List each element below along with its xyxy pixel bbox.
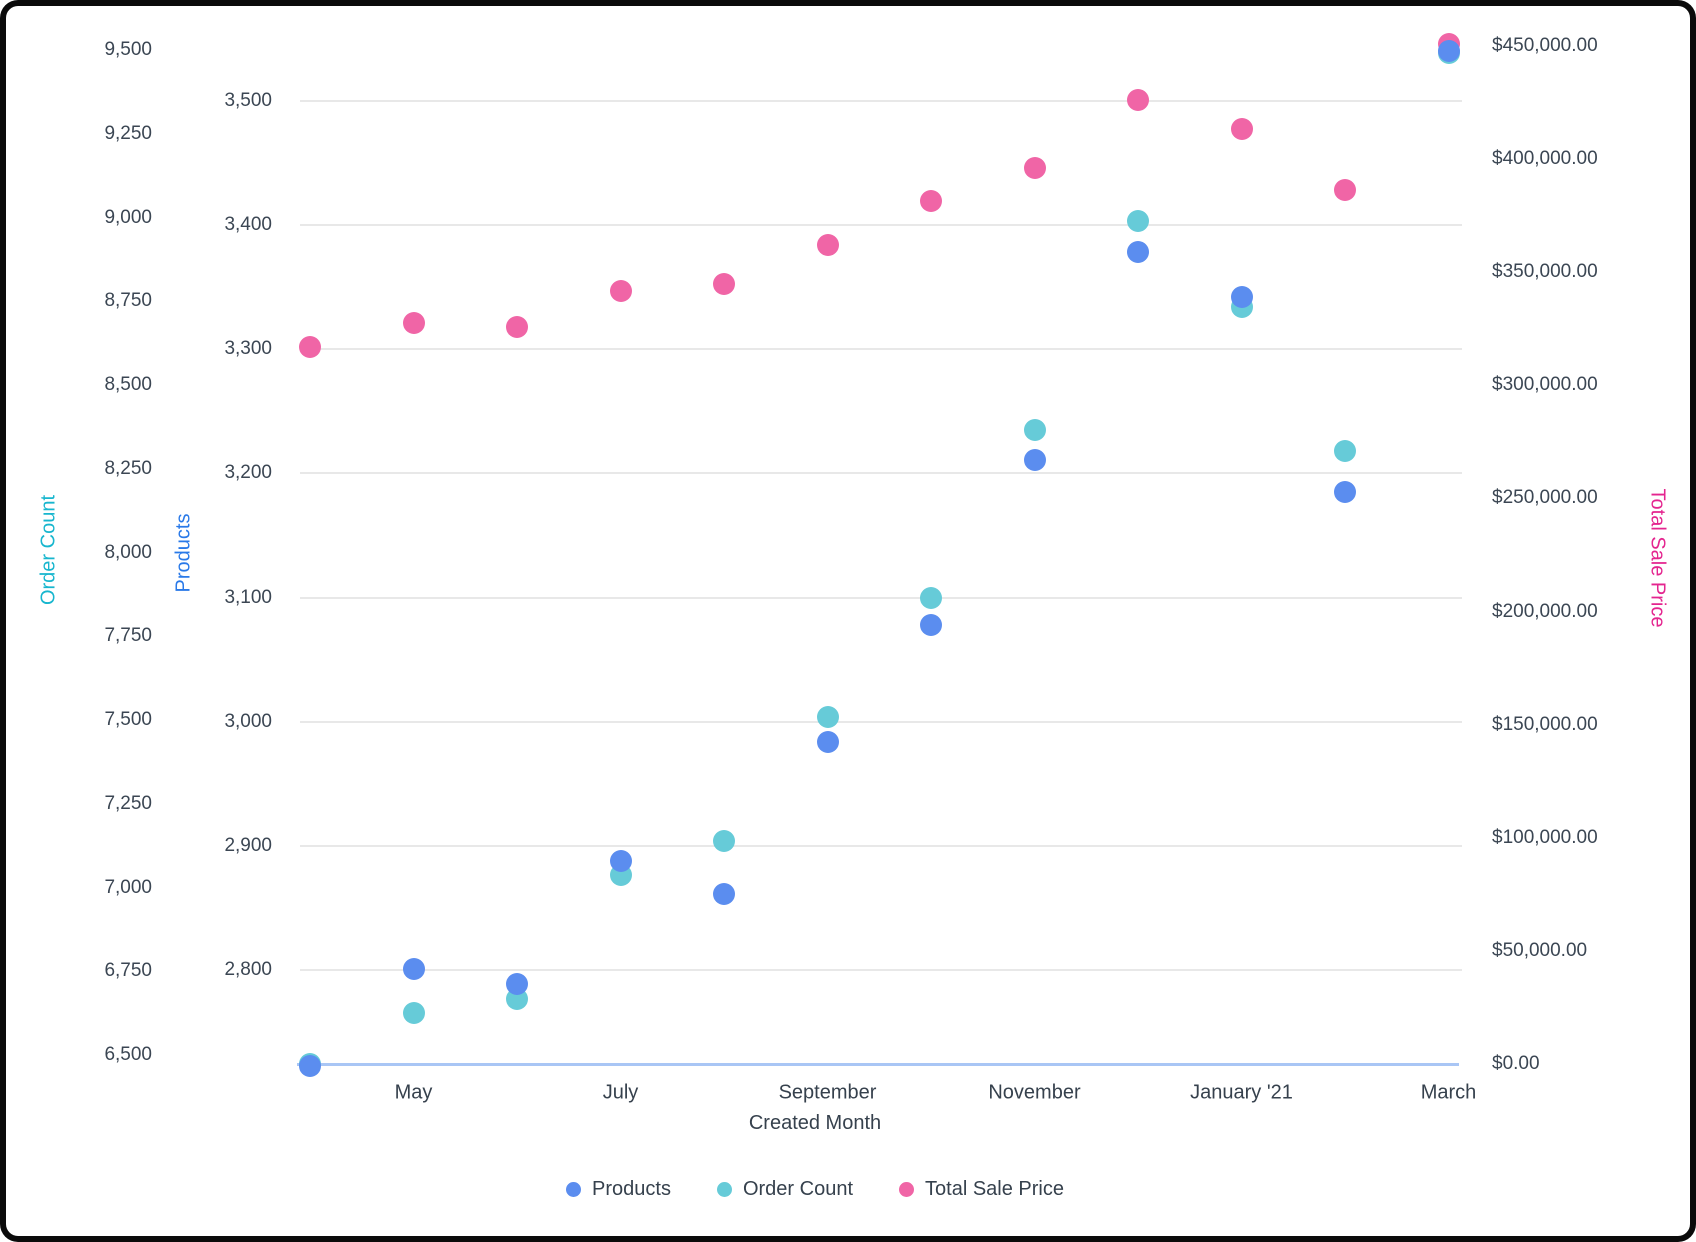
order_count-tick-label: 8,250 xyxy=(104,457,152,479)
legend-marker-icon xyxy=(566,1182,582,1197)
order_count-tick-label: 6,750 xyxy=(104,960,152,982)
order-count-point-may[interactable] xyxy=(402,1002,425,1025)
total_sale_price-tick-label: $100,000.00 xyxy=(1492,826,1598,848)
gridline xyxy=(300,720,1462,723)
total_sale_price-tick-label: $350,000.00 xyxy=(1492,261,1598,283)
products-point-november[interactable] xyxy=(1023,448,1046,471)
products-point-april[interactable] xyxy=(299,1054,321,1077)
products-point-february[interactable] xyxy=(1334,481,1356,504)
order-count-point-december[interactable] xyxy=(1127,209,1149,232)
order_count-tick-label: 7,500 xyxy=(104,709,152,730)
total-sale-price-point-may[interactable] xyxy=(402,312,425,335)
total_sale_price-tick-label: $300,000.00 xyxy=(1492,374,1598,396)
total_sale_price-tick-label: $450,000.00 xyxy=(1492,35,1598,56)
products-tick-label: 3,500 xyxy=(224,89,272,111)
products-point-august[interactable] xyxy=(713,883,735,906)
gridline xyxy=(300,596,1462,599)
legend-label: Products xyxy=(592,1178,671,1200)
total_sale_price-tick-label: $400,000.00 xyxy=(1492,148,1598,170)
gridline xyxy=(300,99,1462,102)
legend-marker-icon xyxy=(899,1182,915,1197)
gridline xyxy=(300,969,1462,971)
order_count-tick-label: 7,250 xyxy=(104,792,152,814)
legend-label: Order Count xyxy=(742,1178,854,1200)
order_count-tick-label: 8,750 xyxy=(104,290,152,312)
products-point-march[interactable] xyxy=(1437,40,1460,63)
order_count-tick-label: 8,500 xyxy=(104,374,152,395)
products-point-october[interactable] xyxy=(920,613,942,636)
total-sale-price-point-february[interactable] xyxy=(1334,178,1356,201)
order-count-point-november[interactable] xyxy=(1023,418,1046,441)
total-sale-price-point-november[interactable] xyxy=(1023,157,1046,180)
x-tick-label: January '21 xyxy=(1190,1081,1293,1104)
x-tick-label: November xyxy=(988,1081,1081,1104)
products-point-may[interactable] xyxy=(402,957,425,980)
total-sale-price-point-june[interactable] xyxy=(506,315,528,338)
order-count-point-october[interactable] xyxy=(920,587,942,610)
total-sale-price-point-january--21[interactable] xyxy=(1230,117,1253,140)
order_count-tick-label: 7,750 xyxy=(104,625,152,647)
order_count-tick-label: 9,000 xyxy=(104,206,152,228)
total-sale-price-point-august[interactable] xyxy=(713,272,735,295)
products-tick-label: 3,200 xyxy=(224,462,272,484)
x-tick-label: March xyxy=(1420,1081,1477,1104)
order-count-point-september[interactable] xyxy=(816,705,839,728)
x-tick-label: July xyxy=(602,1081,639,1104)
legend: Products Order Count Total Sale Price xyxy=(10,1178,1620,1201)
total_sale_price-tick-label: $50,000.00 xyxy=(1492,939,1588,961)
gridline xyxy=(300,348,1462,351)
order_count-tick-label: 9,500 xyxy=(104,39,152,60)
total-sale-price-point-september[interactable] xyxy=(816,234,839,257)
total-sale-price-point-july[interactable] xyxy=(609,280,632,303)
total-sale-price-point-april[interactable] xyxy=(299,335,321,358)
gridline xyxy=(300,224,1462,227)
products-tick-label: 3,400 xyxy=(224,214,272,236)
x-axis-title: Created Month xyxy=(748,1112,882,1134)
products-point-september[interactable] xyxy=(816,730,839,753)
total-sale-price-point-december[interactable] xyxy=(1127,89,1149,112)
total_sale_price-tick-label: $150,000.00 xyxy=(1492,713,1598,735)
gridline xyxy=(300,844,1462,847)
order-count-point-august[interactable] xyxy=(713,829,735,852)
products-point-january--21[interactable] xyxy=(1230,286,1253,309)
products-tick-label: 3,100 xyxy=(224,586,272,608)
order_count-tick-label: 7,000 xyxy=(104,876,152,898)
total_sale_price-tick-label: $0.00 xyxy=(1492,1053,1540,1074)
total_sale_price-tick-label: $250,000.00 xyxy=(1492,487,1598,509)
legend-item-order-count[interactable]: Order Count xyxy=(716,1178,854,1201)
x-axis-baseline xyxy=(297,1063,1459,1066)
order-count-axis-title: Order Count xyxy=(37,494,60,606)
products-tick-label: 2,800 xyxy=(224,959,272,980)
gridline xyxy=(300,472,1462,475)
order_count-tick-label: 8,000 xyxy=(104,541,152,563)
legend-item-products[interactable]: Products xyxy=(566,1178,671,1201)
total-sale-price-axis-title: Total Sale Price xyxy=(1646,488,1669,628)
products-axis-title: Products xyxy=(172,513,195,593)
products-point-december[interactable] xyxy=(1127,241,1149,264)
products-tick-label: 2,900 xyxy=(224,834,272,856)
x-tick-label: May xyxy=(394,1081,433,1104)
products-tick-label: 3,000 xyxy=(224,710,272,732)
legend-marker-icon xyxy=(716,1182,732,1197)
order_count-tick-label: 6,500 xyxy=(104,1044,152,1065)
products-point-june[interactable] xyxy=(506,972,528,995)
products-tick-label: 3,300 xyxy=(224,338,272,360)
total-sale-price-point-october[interactable] xyxy=(920,189,942,212)
legend-label: Total Sale Price xyxy=(925,1178,1064,1200)
total_sale_price-tick-label: $200,000.00 xyxy=(1492,600,1598,622)
legend-item-total-sale-price[interactable]: Total Sale Price xyxy=(899,1178,1064,1201)
products-point-july[interactable] xyxy=(609,849,632,872)
order-count-point-february[interactable] xyxy=(1334,439,1356,462)
x-tick-label: September xyxy=(778,1081,877,1104)
order_count-tick-label: 9,250 xyxy=(104,122,152,144)
